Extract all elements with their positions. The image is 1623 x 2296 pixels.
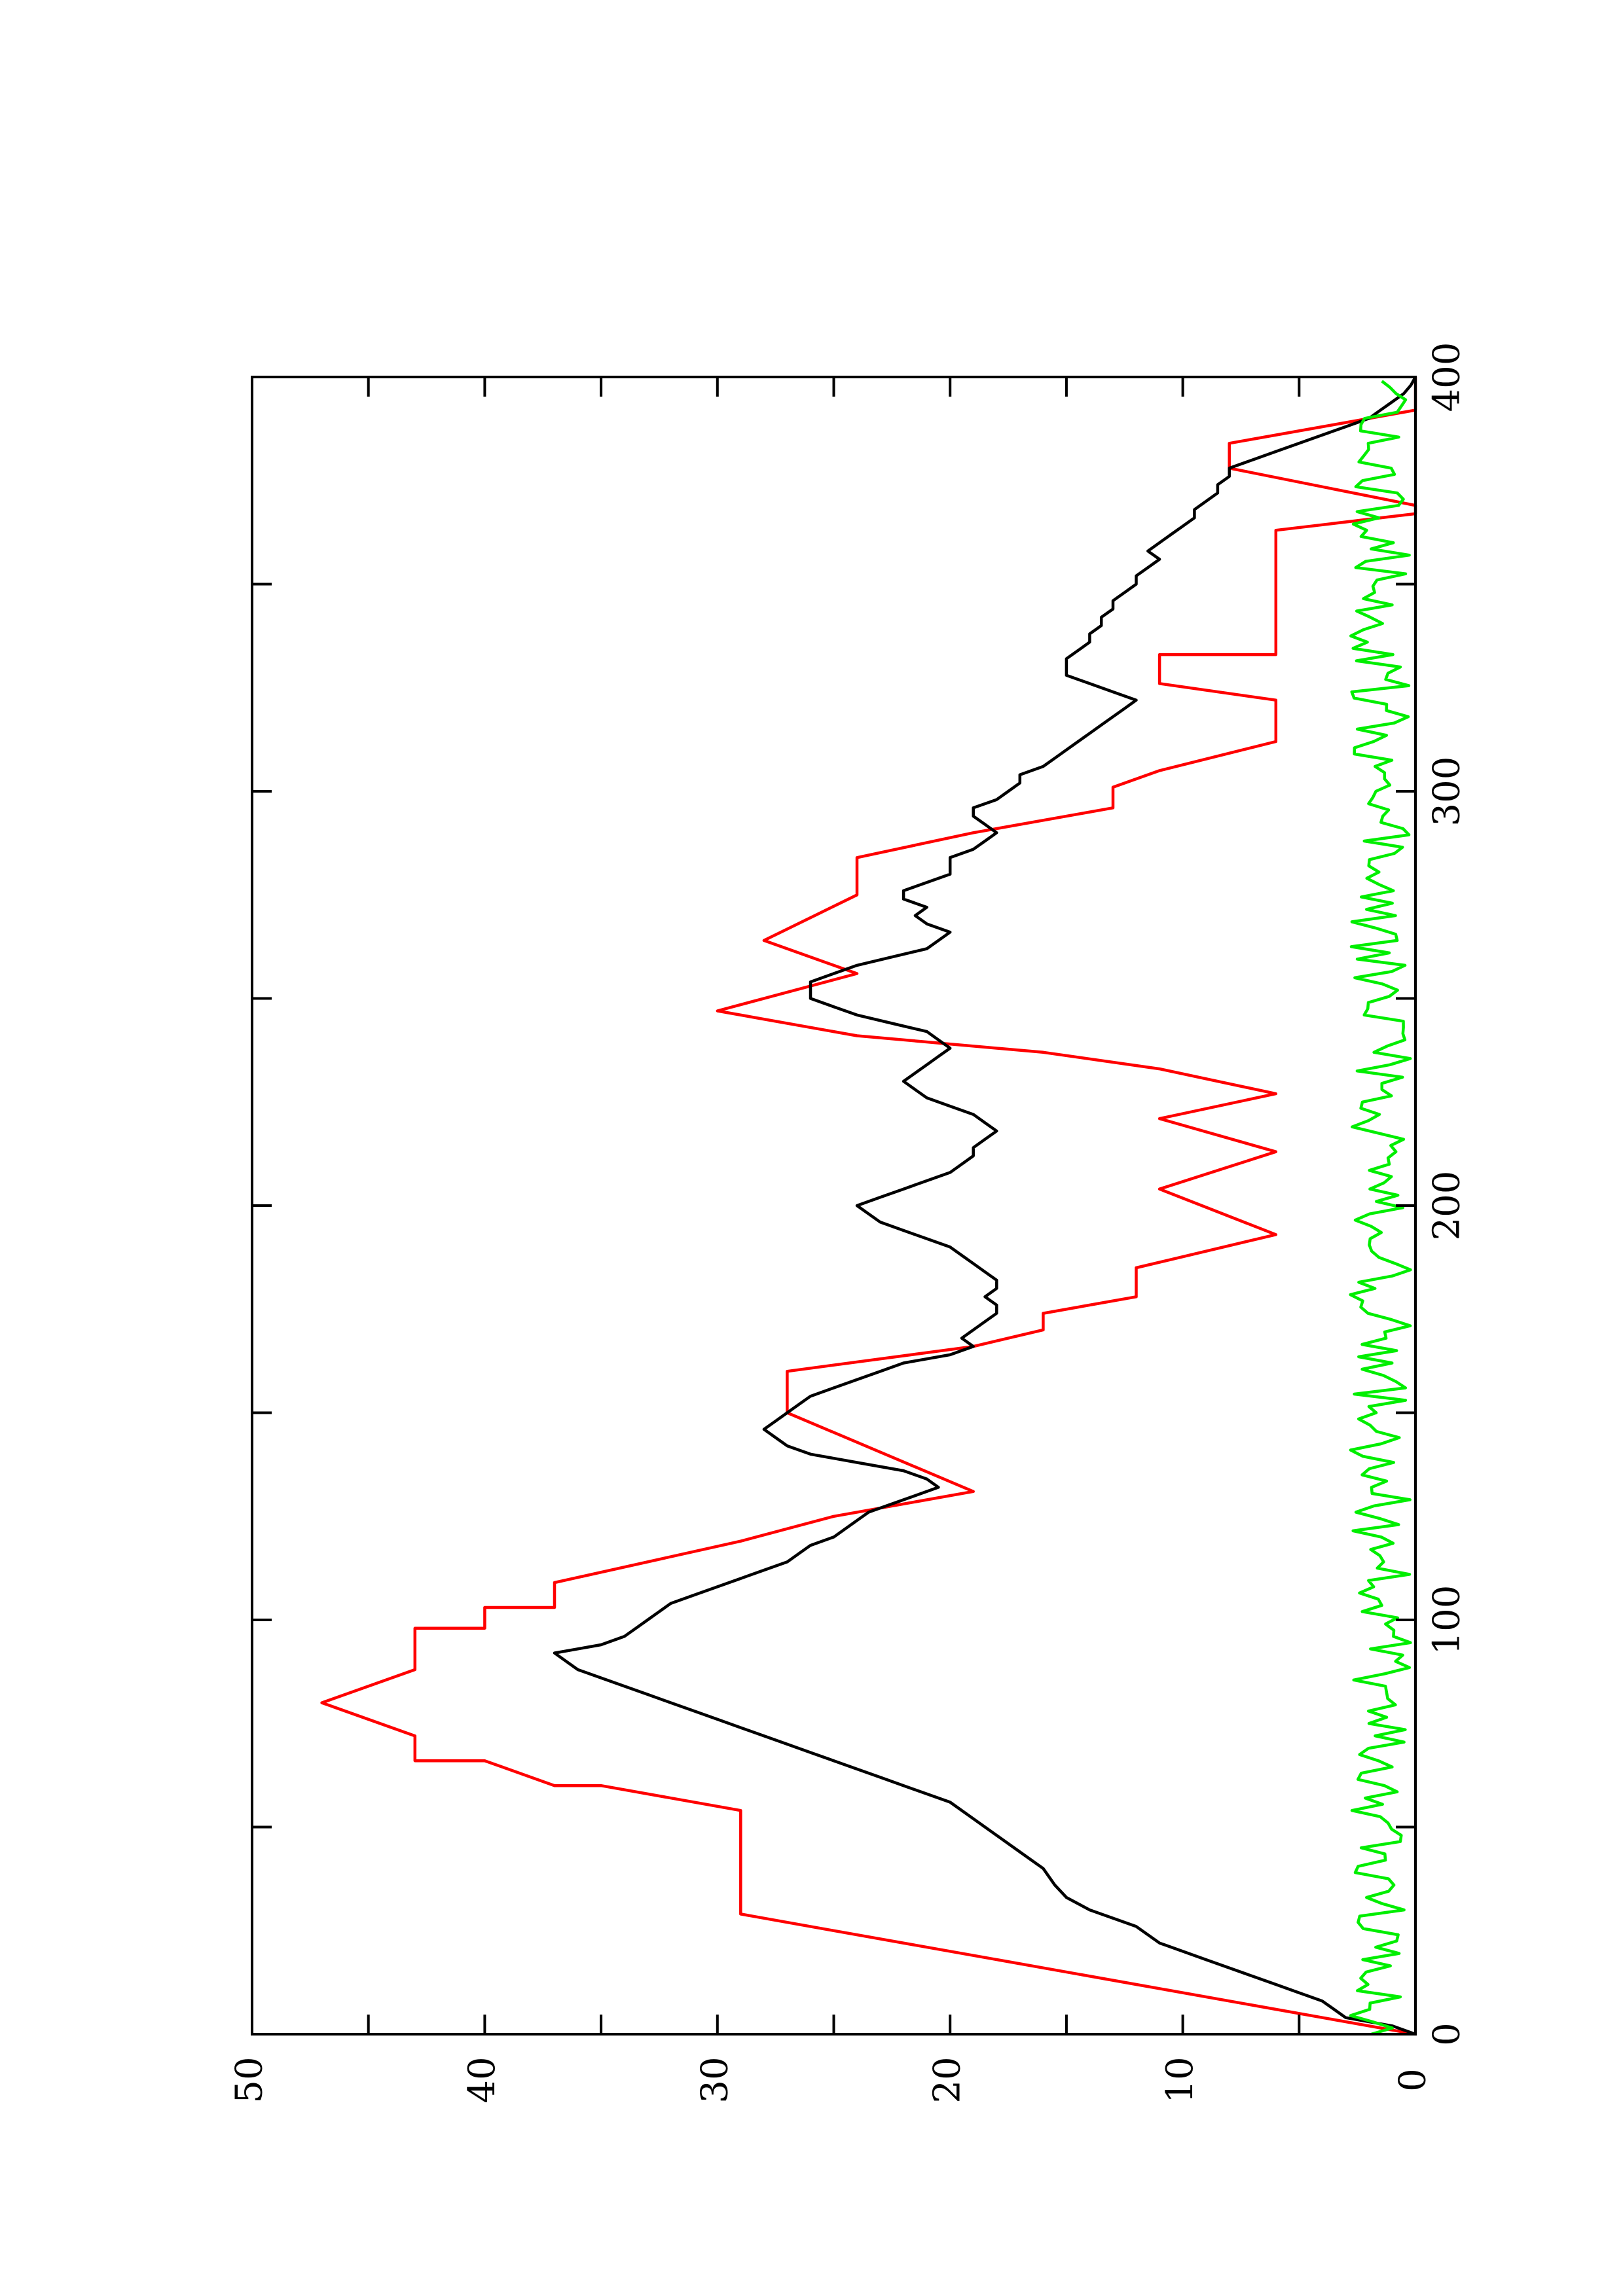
x-tick-label: 200: [1426, 1171, 1468, 1241]
y-tick-label: 30: [693, 2056, 736, 2103]
x-tick-label: 300: [1426, 757, 1468, 827]
x-tick-label: 100: [1426, 1585, 1468, 1655]
y-tick-label: 10: [1159, 2056, 1201, 2103]
y-tick-label: 20: [926, 2056, 969, 2103]
y-tick-label: 40: [461, 2056, 503, 2103]
tick-labels: 0 100 200 300 400 0 10 20 30 40 50: [228, 342, 1468, 2104]
y-tick-label: 0: [1392, 2068, 1434, 2092]
x-tick-label: 0: [1426, 2022, 1468, 2046]
x-tick-label: 400: [1426, 342, 1468, 412]
series-line-1: [553, 376, 1417, 2036]
series-line-2: [1349, 380, 1412, 2036]
axis-ticks: [251, 376, 1417, 2036]
y-tick-label: 50: [228, 2056, 271, 2103]
plot-area: [320, 376, 1417, 2036]
series-line-0: [320, 377, 1417, 2036]
